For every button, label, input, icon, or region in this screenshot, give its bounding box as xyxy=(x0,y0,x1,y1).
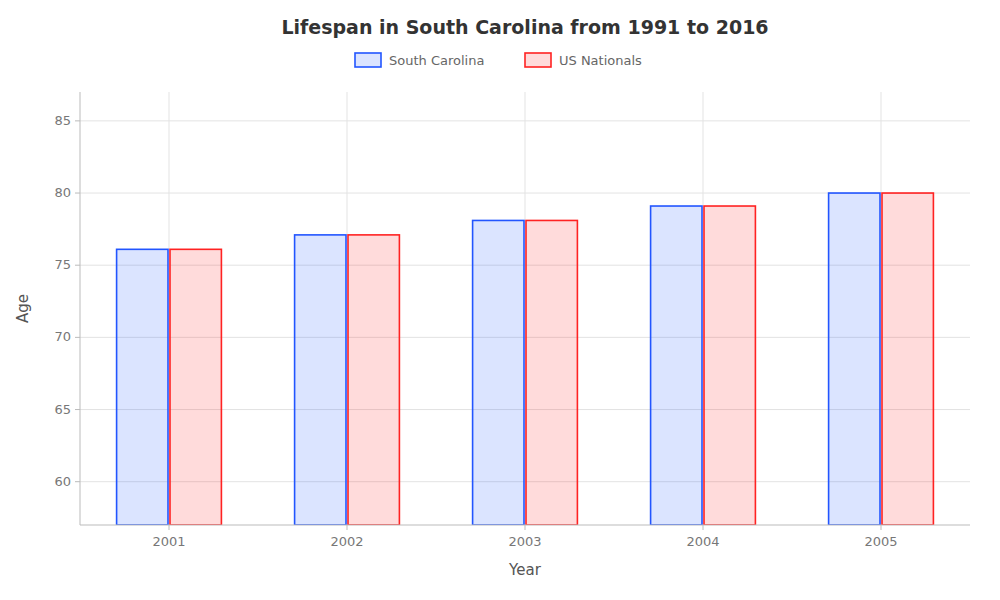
y-tick xyxy=(75,265,80,266)
bar xyxy=(526,220,577,525)
x-tick xyxy=(703,525,704,530)
x-tick-label: 2003 xyxy=(508,534,541,549)
x-tick xyxy=(525,525,526,530)
bar xyxy=(348,235,399,525)
y-tick-label: 80 xyxy=(54,185,71,200)
legend-swatch xyxy=(355,53,381,67)
legend-label: US Nationals xyxy=(559,53,642,68)
y-tick xyxy=(75,409,80,410)
bars xyxy=(117,193,934,525)
y-tick-label: 65 xyxy=(54,402,71,417)
y-tick xyxy=(75,337,80,338)
x-tick xyxy=(881,525,882,530)
bar xyxy=(704,206,755,525)
x-tick xyxy=(169,525,170,530)
x-tick-label: 2001 xyxy=(152,534,185,549)
title: Lifespan in South Carolina from 1991 to … xyxy=(281,16,768,38)
y-tick-label: 75 xyxy=(54,257,71,272)
legend: South Carolina US Nationals xyxy=(355,53,642,68)
y-tick-label: 60 xyxy=(54,474,71,489)
y-tick-label: 70 xyxy=(54,329,71,344)
y-tick xyxy=(75,481,80,482)
legend-swatch xyxy=(525,53,551,67)
bar xyxy=(170,249,221,525)
x-tick-label: 2002 xyxy=(330,534,363,549)
y-axis-label: Age xyxy=(14,294,32,323)
bar xyxy=(473,220,524,525)
y-tick-label: 85 xyxy=(54,113,71,128)
y-tick xyxy=(75,120,80,121)
bar xyxy=(295,235,346,525)
x-tick-label: 2004 xyxy=(686,534,719,549)
y-tick xyxy=(75,193,80,194)
x-tick-label: 2005 xyxy=(864,534,897,549)
chart-svg: Lifespan in South Carolina from 1991 to … xyxy=(0,0,1000,600)
y-axis-line xyxy=(80,92,81,525)
chart-container: Lifespan in South Carolina from 1991 to … xyxy=(0,0,1000,600)
bar xyxy=(651,206,702,525)
bar xyxy=(882,193,933,525)
legend-label: South Carolina xyxy=(389,53,484,68)
bar xyxy=(117,249,168,525)
x-axis-label: Year xyxy=(508,561,542,579)
grid xyxy=(80,92,970,525)
x-tick xyxy=(347,525,348,530)
bar xyxy=(829,193,880,525)
